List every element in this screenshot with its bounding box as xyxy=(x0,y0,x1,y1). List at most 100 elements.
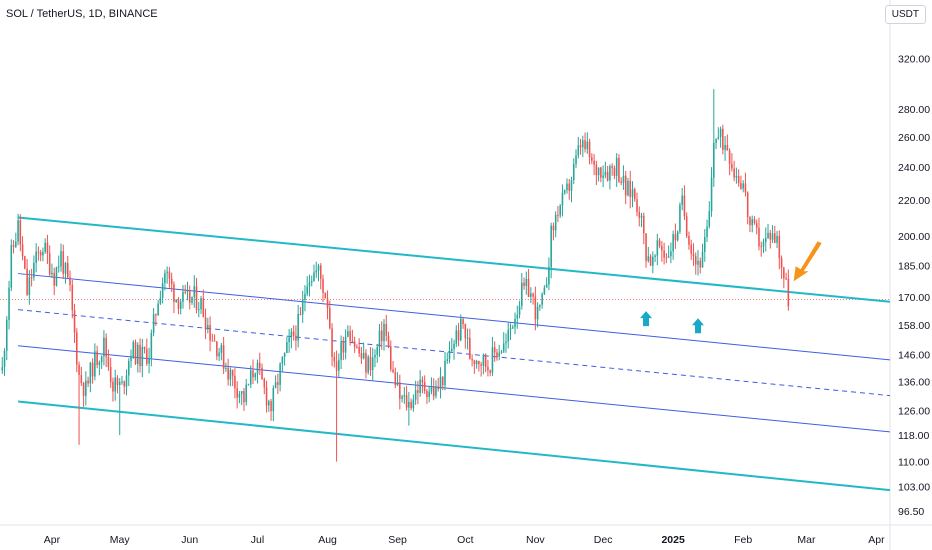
candle-body xyxy=(453,343,455,349)
candle-body xyxy=(631,189,634,197)
candle-body xyxy=(760,246,763,248)
candle-body xyxy=(146,349,148,364)
candle-body xyxy=(496,352,498,357)
candle-body xyxy=(139,344,141,367)
candle-body xyxy=(448,350,451,360)
candle-body xyxy=(450,348,453,351)
candle-body xyxy=(184,291,187,293)
candle-body xyxy=(426,391,428,398)
candle-body xyxy=(629,180,632,197)
candle-body xyxy=(283,352,286,357)
candle-body xyxy=(57,266,60,268)
candle-body xyxy=(48,253,51,275)
candle-body xyxy=(272,387,275,412)
y-tick-label: 260.00 xyxy=(898,132,930,144)
candle-body xyxy=(234,375,236,389)
candle-body xyxy=(252,370,254,378)
candle-body xyxy=(405,395,408,408)
candle-body xyxy=(342,342,345,353)
candle-body xyxy=(376,347,379,355)
candle-body xyxy=(563,190,566,193)
candle-body xyxy=(699,260,702,268)
candle-body xyxy=(103,337,105,357)
candle-body xyxy=(771,233,774,240)
candle-body xyxy=(177,299,180,309)
candle-body xyxy=(656,240,659,256)
candle-body xyxy=(82,383,85,396)
candle-body xyxy=(735,176,738,178)
candle-body xyxy=(306,286,308,294)
candle-body xyxy=(324,292,327,299)
x-tick-label: May xyxy=(110,534,131,546)
candle-body xyxy=(731,164,733,169)
candle-body xyxy=(493,347,496,353)
candle-body xyxy=(360,353,363,359)
candle-body xyxy=(333,356,336,362)
x-tick-label: Mar xyxy=(797,534,816,546)
candle-body xyxy=(213,340,216,342)
candle-body xyxy=(713,142,715,178)
candle-body xyxy=(197,309,200,311)
y-tick-label: 185.00 xyxy=(898,260,930,272)
candle-body xyxy=(654,255,656,257)
candle-body xyxy=(374,354,376,358)
candle-body xyxy=(419,379,421,393)
candle-body xyxy=(35,251,37,263)
y-tick-label: 200.00 xyxy=(898,231,930,243)
candle-body xyxy=(319,265,322,279)
candle-body xyxy=(575,155,577,165)
candle-body xyxy=(728,150,731,165)
candle-body xyxy=(277,382,279,385)
candle-body xyxy=(5,319,8,351)
candle-body xyxy=(548,267,550,285)
candle-body xyxy=(310,280,313,283)
candle-body xyxy=(164,272,166,284)
candle-body xyxy=(502,343,505,352)
candle-body xyxy=(371,357,374,370)
candle-body xyxy=(270,401,272,412)
candle-body xyxy=(317,265,320,271)
candle-body xyxy=(112,381,114,392)
y-tick-label: 103.00 xyxy=(898,481,930,493)
candle-body xyxy=(33,262,35,278)
candle-body xyxy=(663,250,665,258)
candle-body xyxy=(539,304,541,307)
candle-body xyxy=(627,180,629,196)
candle-body xyxy=(484,354,487,367)
candle-body xyxy=(358,347,360,354)
candle-body xyxy=(787,278,790,307)
candle-body xyxy=(66,263,69,278)
candle-body xyxy=(559,205,561,216)
candle-body xyxy=(1,367,4,371)
candle-body xyxy=(116,377,119,386)
candle-body xyxy=(292,331,295,336)
y-tick-label: 280.00 xyxy=(898,104,930,116)
candle-body xyxy=(588,141,591,158)
candle-body xyxy=(107,356,110,368)
candle-body xyxy=(753,219,756,224)
symbol-title[interactable]: SOL / TetherUS, 1D, BINANCE xyxy=(6,8,158,20)
candle-body xyxy=(604,171,607,176)
candle-body xyxy=(466,337,469,339)
candle-body xyxy=(645,233,647,261)
candle-body xyxy=(186,290,189,292)
candle-body xyxy=(744,183,747,193)
x-tick-label: Aug xyxy=(318,534,337,546)
candle-body xyxy=(225,367,227,369)
currency-badge[interactable]: USDT xyxy=(884,5,926,24)
candle-body xyxy=(593,160,595,165)
candle-body xyxy=(170,278,173,285)
candle-body xyxy=(218,352,220,357)
candle-body xyxy=(76,332,78,365)
y-tick-label: 146.00 xyxy=(898,350,930,362)
candle-body xyxy=(254,373,257,378)
candle-body xyxy=(408,401,410,408)
candle-body xyxy=(10,245,13,288)
candle-body xyxy=(365,352,367,373)
candle-body xyxy=(19,220,22,245)
candle-body xyxy=(195,286,198,310)
candle-body xyxy=(351,340,354,342)
candle-body xyxy=(193,286,196,297)
candle-body xyxy=(222,345,225,369)
